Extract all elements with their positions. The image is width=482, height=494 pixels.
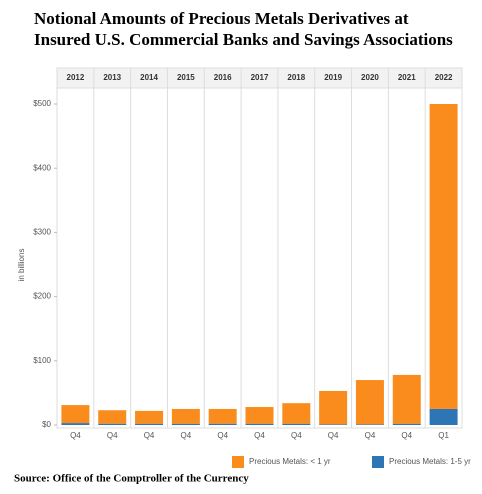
bar bbox=[171, 423, 200, 425]
bar bbox=[245, 423, 274, 425]
x-header-label: 2021 bbox=[398, 73, 416, 82]
bar bbox=[429, 408, 458, 425]
bar bbox=[61, 423, 90, 425]
x-tick-label: Q4 bbox=[328, 431, 339, 440]
x-header-label: 2015 bbox=[177, 73, 195, 82]
y-tick-label: $100 bbox=[33, 356, 51, 365]
bar bbox=[245, 407, 274, 424]
bar bbox=[392, 374, 421, 424]
x-tick-label: Q4 bbox=[181, 431, 192, 440]
bar bbox=[208, 423, 237, 425]
bar bbox=[282, 423, 311, 425]
x-tick-label: Q4 bbox=[401, 431, 412, 440]
chart-title: Notional Amounts of Precious Metals Deri… bbox=[34, 9, 409, 28]
y-tick-label: $200 bbox=[33, 292, 51, 301]
x-header-label: 2019 bbox=[324, 73, 342, 82]
y-tick-label: $0 bbox=[42, 420, 51, 429]
bar bbox=[355, 380, 384, 425]
x-tick-label: Q1 bbox=[438, 431, 449, 440]
x-header-label: 2017 bbox=[251, 73, 269, 82]
x-header-label: 2022 bbox=[435, 73, 453, 82]
x-tick-label: Q4 bbox=[365, 431, 376, 440]
legend-label: Precious Metals: < 1 yr bbox=[249, 457, 331, 466]
x-tick-label: Q4 bbox=[70, 431, 81, 440]
bar bbox=[135, 410, 164, 424]
bar bbox=[429, 104, 458, 409]
chart-subtitle: Insured U.S. Commercial Banks and Saving… bbox=[34, 30, 453, 49]
x-header-label: 2014 bbox=[140, 73, 158, 82]
bar bbox=[208, 408, 237, 424]
bar bbox=[98, 410, 127, 424]
bar bbox=[355, 424, 384, 425]
source: Source: Office of the Comptroller of the… bbox=[14, 473, 249, 485]
x-header-label: 2013 bbox=[103, 73, 121, 82]
x-header-label: 2016 bbox=[214, 73, 232, 82]
bar bbox=[319, 424, 348, 425]
header-row bbox=[56, 67, 463, 89]
y-axis-label: in billions bbox=[17, 249, 26, 282]
y-tick-label: $300 bbox=[33, 228, 51, 237]
x-header-label: 2012 bbox=[67, 73, 85, 82]
y-tick-label: $500 bbox=[33, 99, 51, 108]
bar bbox=[171, 408, 200, 424]
bar bbox=[392, 423, 421, 425]
legend-label: Precious Metals: 1-5 yr bbox=[389, 457, 471, 466]
x-header-label: 2018 bbox=[287, 73, 305, 82]
x-header-label: 2020 bbox=[361, 73, 379, 82]
bar bbox=[135, 423, 164, 425]
bar bbox=[319, 390, 348, 425]
x-tick-label: Q4 bbox=[107, 431, 118, 440]
bar bbox=[61, 405, 90, 424]
x-tick-label: Q4 bbox=[254, 431, 265, 440]
x-tick-label: Q4 bbox=[291, 431, 302, 440]
y-tick-label: $400 bbox=[33, 163, 51, 172]
x-tick-label: Q4 bbox=[144, 431, 155, 440]
x-tick-label: Q4 bbox=[217, 431, 228, 440]
legend-swatch bbox=[372, 456, 384, 468]
plot-frame bbox=[56, 67, 463, 429]
legend-swatch bbox=[232, 456, 244, 468]
bar bbox=[98, 423, 127, 425]
bar bbox=[282, 403, 311, 424]
